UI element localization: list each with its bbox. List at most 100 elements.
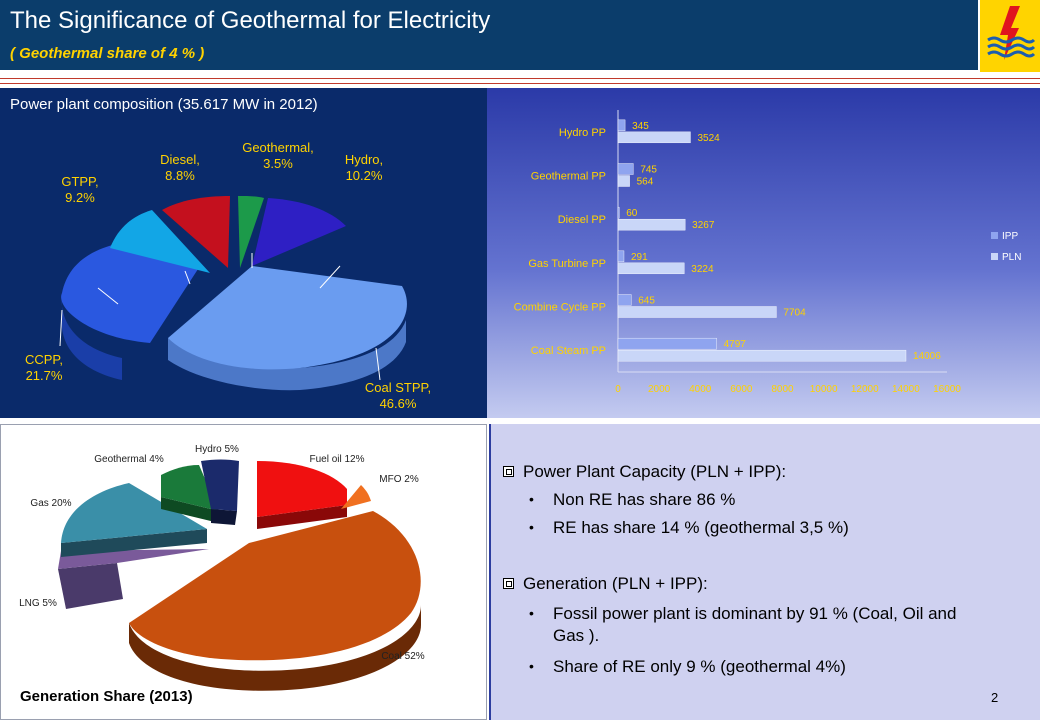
pie-slice-fuel-oil — [257, 461, 347, 517]
x-tick-label: 14000 — [892, 384, 920, 395]
pie-slice-gas — [61, 483, 207, 543]
pie-slice-side-hydro — [211, 509, 237, 525]
bar-pln — [617, 306, 777, 318]
bar-ipp — [617, 119, 626, 132]
label-geothermal: Geothermal 4% — [94, 454, 164, 465]
data-label-ipp: 291 — [631, 252, 648, 263]
header-bar: The Significance of Geothermal for Elect… — [0, 0, 978, 70]
x-tick-label: 0 — [615, 384, 621, 395]
x-tick-label: 2000 — [648, 384, 671, 395]
page-subtitle: ( Geothermal share of 4 % ) — [10, 45, 205, 62]
generation-pie-panel: Hydro 5% Geothermal 4% Fuel oil 12% MFO … — [0, 424, 487, 720]
pie-slice-side-coal — [129, 605, 421, 691]
fossil-dominant-text-cont: Gas ). — [553, 626, 600, 645]
x-tick-label: 4000 — [689, 384, 712, 395]
pie-slice-hydro — [201, 459, 239, 511]
pie-slice-diesel — [162, 196, 230, 268]
label-ccpp: CCPP, — [25, 352, 63, 367]
checkbox-bullet-icon — [503, 578, 514, 589]
label-diesel-pct: 8.8% — [165, 168, 195, 183]
label-coal: Coal 52% — [381, 651, 424, 662]
pie-slice-lng — [58, 549, 209, 569]
label-geothermal-pct: 3.5% — [263, 156, 293, 171]
label-hydro: Hydro, — [345, 152, 383, 167]
data-label-pln: 7704 — [783, 308, 806, 319]
label-gas: Gas 20% — [30, 498, 71, 509]
category-label: Combine Cycle PP — [514, 302, 606, 314]
x-tick-label: 12000 — [851, 384, 879, 395]
label-ccpp-pct: 21.7% — [26, 368, 63, 383]
data-label-pln: 3524 — [697, 133, 720, 144]
data-label-pln: 564 — [637, 177, 654, 188]
label-lng: LNG 5% — [19, 598, 57, 609]
bar-ipp — [617, 163, 634, 175]
category-label: Geothermal PP — [531, 171, 606, 183]
pie-slice-mfo — [341, 485, 371, 509]
bullet-dot-icon: • — [529, 605, 534, 621]
legend-swatch-ipp — [991, 232, 998, 239]
data-label-pln: 3267 — [692, 220, 715, 231]
legend-label-pln: PLN — [1002, 252, 1021, 263]
divider-line — [0, 78, 1040, 79]
page-number: 2 — [991, 690, 999, 705]
label-coal: Coal STPP, — [365, 380, 431, 395]
pie-slice-ccpp — [61, 243, 201, 343]
pie-slice-gtpp — [110, 210, 210, 273]
bullet-dot-icon: • — [529, 519, 534, 535]
label-mfo: MFO 2% — [379, 474, 419, 485]
legend-label-ipp: IPP — [1002, 231, 1018, 242]
bullet-dot-icon: • — [529, 491, 534, 507]
pie-slice-side-gas — [61, 529, 207, 557]
category-label: Diesel PP — [558, 214, 606, 226]
data-label-pln: 3224 — [691, 264, 714, 275]
legend-swatch-pln — [991, 253, 998, 260]
pie-slice-side-ccpp — [61, 293, 122, 380]
bar-pln — [617, 349, 907, 362]
page-title: The Significance of Geothermal for Elect… — [10, 7, 491, 34]
x-tick-label: 8000 — [771, 384, 794, 395]
pie-slice-coal — [129, 511, 421, 661]
label-fuel-oil: Fuel oil 12% — [309, 454, 364, 465]
label-gtpp: GTPP, — [61, 174, 98, 189]
bar-pln — [617, 175, 630, 187]
label-geothermal: Geothermal, — [242, 140, 314, 155]
bar-pln — [617, 262, 685, 275]
label-diesel: Diesel, — [160, 152, 200, 167]
bar-ipp — [617, 337, 717, 350]
capacity-bar-panel: Hydro PP 345 3524 Geothermal PP 745 564 Diesel… — [487, 88, 1040, 418]
bar-pln — [617, 218, 686, 231]
bar-ipp — [617, 206, 620, 219]
checkbox-bullet-icon — [503, 466, 514, 477]
x-tick-label: 6000 — [730, 384, 753, 395]
capacity-pie-title: Power plant composition (35.617 MW in 20… — [10, 96, 318, 113]
pie-slice-coal — [168, 266, 407, 370]
non-re-share-text: Non RE has share 86 % — [553, 490, 736, 509]
capacity-heading: Power Plant Capacity (PLN + IPP): — [523, 462, 787, 481]
label-gtpp-pct: 9.2% — [65, 190, 95, 205]
x-tick-label: 16000 — [933, 384, 961, 395]
data-label-pln: 14006 — [913, 351, 941, 362]
capacity-pie-chart: Diesel, 8.8% Geothermal, 3.5% Hydro, 10.… — [25, 140, 431, 411]
pie-slice-side-coal — [168, 320, 406, 391]
bar-ipp — [617, 294, 632, 306]
bar-ipp — [617, 250, 625, 263]
generation-pie-chart: Hydro 5% Geothermal 4% Fuel oil 12% MFO … — [19, 444, 425, 691]
bar-pln — [617, 131, 691, 144]
pie-slice-side-geothermal — [161, 497, 219, 523]
label-hydro: Hydro 5% — [195, 444, 239, 455]
x-tick-label: 10000 — [810, 384, 838, 395]
generation-pie-title: Generation Share (2013) — [20, 688, 193, 705]
fossil-dominant-text: Fossil power plant is dominant by 91 % (… — [553, 604, 957, 623]
label-hydro-pct: 10.2% — [346, 168, 383, 183]
data-label-ipp: 4797 — [724, 339, 747, 350]
category-label: Gas Turbine PP — [528, 258, 606, 270]
capacity-pie-panel: Power plant composition (35.617 MW in 20… — [0, 88, 487, 418]
bullet-dot-icon: • — [529, 658, 534, 674]
pie-slice-side-fuel-oil — [257, 505, 347, 529]
data-label-ipp: 645 — [638, 296, 655, 307]
category-label: Coal Steam PP — [531, 345, 606, 357]
generation-heading: Generation (PLN + IPP): — [523, 574, 708, 593]
pie-slice-geothermal — [238, 196, 264, 268]
data-label-ipp: 345 — [632, 121, 649, 132]
